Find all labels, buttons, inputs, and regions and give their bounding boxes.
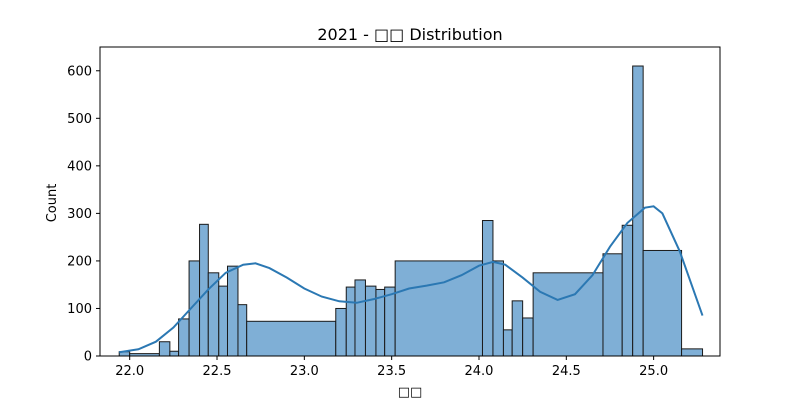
histogram-bar-29 [681, 348, 704, 357]
y-tick-label: 300 [67, 207, 92, 222]
histogram-bar-25 [602, 253, 623, 357]
histogram-bar-20 [492, 260, 504, 357]
histogram-bar-14 [354, 279, 366, 357]
histogram-bar-19 [481, 220, 494, 357]
x-tick-label: 25.0 [639, 364, 668, 379]
histogram-bar-28 [642, 249, 683, 357]
histogram-bar-17 [384, 286, 396, 357]
histogram-bar-3 [169, 350, 180, 357]
histogram-bar-23 [522, 317, 534, 357]
y-axis-ticks: 0 100 200 300 400 500 600 [67, 64, 100, 365]
histogram-bar-4 [178, 318, 190, 357]
x-tick-label: 24.5 [552, 364, 581, 379]
kde-curve [119, 205, 704, 354]
histogram-bar-15 [364, 285, 377, 357]
y-tick-label: 0 [84, 350, 92, 365]
plot-frame [99, 46, 721, 357]
histogram-bars [118, 65, 704, 357]
x-tick-label: 24.0 [465, 364, 494, 379]
x-axis-ticks: 22.0 22.5 23.0 23.5 24.0 24.5 25.0 [115, 356, 668, 379]
y-tick-label: 600 [67, 64, 92, 79]
x-tick-label: 22.0 [115, 364, 144, 379]
histogram-bar-12 [335, 307, 347, 357]
x-axis-label: □□ [398, 385, 423, 400]
histogram-bar-2 [158, 341, 171, 357]
histogram-bar-11 [246, 320, 337, 357]
histogram-bar-10 [237, 304, 248, 357]
x-tick-label: 22.5 [203, 364, 232, 379]
histogram-bar-13 [345, 286, 356, 357]
histogram-bar-22 [511, 300, 524, 357]
y-tick-label: 100 [67, 302, 92, 317]
y-axis-label: Count [45, 184, 60, 223]
x-tick-label: 23.0 [290, 364, 319, 379]
histogram-bar-9 [226, 265, 239, 357]
histogram-bar-21 [502, 329, 513, 357]
y-tick-label: 400 [67, 159, 92, 174]
histogram-bar-26 [621, 224, 634, 357]
y-tick-label: 500 [67, 112, 92, 127]
histogram-bar-18 [394, 260, 483, 357]
histogram-bar-8 [218, 285, 228, 357]
histogram-bar-16 [375, 288, 386, 357]
chart-title: 2021 - □□ Distribution [317, 25, 502, 44]
y-tick-label: 200 [67, 254, 92, 269]
x-tick-label: 23.5 [377, 364, 406, 379]
histogram-bar-24 [532, 272, 604, 357]
